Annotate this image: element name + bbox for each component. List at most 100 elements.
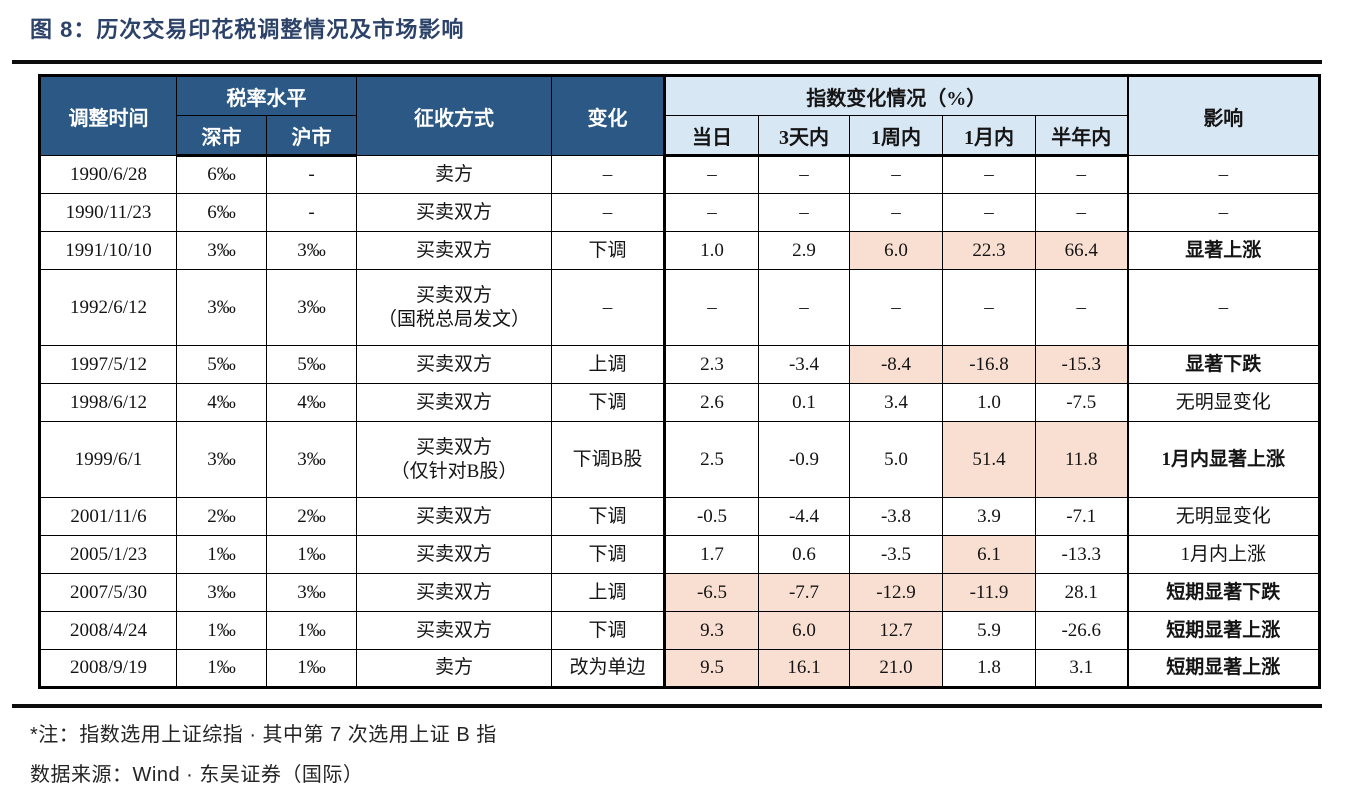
cell-index-change: -8.4 xyxy=(849,345,943,384)
table-row: 1998/6/12 4‰ 4‰ 买卖双方 下调 2.6 0.1 3.4 1.0 -7.5 无明显变化 xyxy=(39,383,1321,422)
table-row: 2007/5/30 3‰ 3‰ 买卖双方 上调 -6.5 -7.7 -12.9 -11.9 28.… xyxy=(39,573,1321,612)
col-header-three-days: 3天内 xyxy=(758,115,850,157)
cell-index-change: 1.0 xyxy=(663,231,759,270)
cell-change: 改为单边 xyxy=(551,649,665,688)
cell-index-change: – xyxy=(942,155,1036,194)
cell-index-change: – xyxy=(942,193,1036,232)
cell-shanghai-rate: 3‰ xyxy=(266,573,357,612)
cell-index-change: 5.0 xyxy=(849,421,943,498)
cell-index-change: 1.0 xyxy=(942,383,1036,422)
col-header-tax-rate-group: 税率水平 xyxy=(176,75,357,116)
cell-impact: – xyxy=(1126,193,1321,232)
cell-date: 2008/9/19 xyxy=(39,649,177,688)
cell-index-change: -4.4 xyxy=(758,497,850,536)
cell-shanghai-rate: 3‰ xyxy=(266,421,357,498)
cell-change: 下调 xyxy=(551,497,665,536)
cell-index-change: – xyxy=(849,269,943,346)
cell-index-change: 5.9 xyxy=(942,611,1036,650)
col-header-change: 变化 xyxy=(551,75,665,156)
cell-shanghai-rate: 1‰ xyxy=(266,535,357,574)
cell-method: 卖方 xyxy=(356,649,552,688)
cell-index-change: – xyxy=(849,193,943,232)
cell-impact: – xyxy=(1126,269,1321,346)
cell-impact: 1月内显著上涨 xyxy=(1126,421,1321,498)
col-header-half-year: 半年内 xyxy=(1034,115,1129,157)
cell-change: 下调 xyxy=(551,611,665,650)
table-row: 1999/6/1 3‰ 3‰ 买卖双方 （仅针对B股） 下调B股 2.5 -0.9 5.0 51… xyxy=(39,421,1321,498)
cell-index-change: 1.7 xyxy=(663,535,759,574)
col-header-index-change-group: 指数变化情况（%） xyxy=(662,75,1129,116)
cell-shenzhen-rate: 1‰ xyxy=(176,611,267,650)
cell-index-change: -3.5 xyxy=(849,535,943,574)
cell-shenzhen-rate: 3‰ xyxy=(176,573,267,612)
cell-index-change: – xyxy=(942,269,1036,346)
cell-change: 上调 xyxy=(551,573,665,612)
cell-index-change: 9.5 xyxy=(663,649,759,688)
cell-impact: – xyxy=(1126,155,1321,194)
cell-index-change: 9.3 xyxy=(663,611,759,650)
cell-index-change: -0.9 xyxy=(758,421,850,498)
cell-impact: 无明显变化 xyxy=(1126,497,1321,536)
cell-date: 1990/11/23 xyxy=(39,193,177,232)
table-row: 2008/4/24 1‰ 1‰ 买卖双方 下调 9.3 6.0 12.7 5.9 -26.6 短期显… xyxy=(39,611,1321,650)
cell-index-change: – xyxy=(758,193,850,232)
cell-shanghai-rate: 5‰ xyxy=(266,345,357,384)
cell-shanghai-rate: 1‰ xyxy=(266,611,357,650)
cell-index-change: 0.1 xyxy=(758,383,850,422)
cell-shanghai-rate: 4‰ xyxy=(266,383,357,422)
cell-index-change: 3.9 xyxy=(942,497,1036,536)
cell-method: 买卖双方 xyxy=(356,535,552,574)
cell-date: 2001/11/6 xyxy=(39,497,177,536)
cell-index-change: – xyxy=(849,155,943,194)
cell-method: 买卖双方 xyxy=(356,497,552,536)
cell-shanghai-rate: 1‰ xyxy=(266,649,357,688)
cell-index-change: – xyxy=(663,155,759,194)
cell-index-change: 11.8 xyxy=(1034,421,1129,498)
cell-shanghai-rate: - xyxy=(266,193,357,232)
col-header-shanghai: 沪市 xyxy=(266,115,357,157)
cell-index-change: – xyxy=(758,269,850,346)
cell-shanghai-rate: - xyxy=(266,155,357,194)
cell-index-change: -3.4 xyxy=(758,345,850,384)
cell-index-change: – xyxy=(1034,193,1129,232)
cell-impact: 短期显著下跌 xyxy=(1126,573,1321,612)
cell-index-change: 2.3 xyxy=(663,345,759,384)
col-header-adjust-time: 调整时间 xyxy=(39,75,177,156)
cell-method: 买卖双方 xyxy=(356,193,552,232)
cell-index-change: 6.0 xyxy=(758,611,850,650)
cell-impact: 短期显著上涨 xyxy=(1126,611,1321,650)
cell-change: – xyxy=(551,155,665,194)
cell-date: 2005/1/23 xyxy=(39,535,177,574)
cell-change: 下调 xyxy=(551,383,665,422)
cell-impact: 短期显著上涨 xyxy=(1126,649,1321,688)
cell-index-change: 2.9 xyxy=(758,231,850,270)
cell-index-change: – xyxy=(663,269,759,346)
cell-method: 买卖双方 （仅针对B股） xyxy=(356,421,552,498)
figure-title: 图 8：历次交易印花税调整情况及市场影响 xyxy=(30,17,465,42)
cell-index-change: 0.6 xyxy=(758,535,850,574)
cell-shenzhen-rate: 6‰ xyxy=(176,193,267,232)
cell-index-change: -6.5 xyxy=(663,573,759,612)
cell-index-change: 51.4 xyxy=(942,421,1036,498)
cell-index-change: 3.4 xyxy=(849,383,943,422)
cell-method: 买卖双方 （国税总局发文） xyxy=(356,269,552,346)
cell-shenzhen-rate: 3‰ xyxy=(176,421,267,498)
table-row: 1991/10/10 3‰ 3‰ 买卖双方 下调 1.0 2.9 6.0 22.3 66.4 显著上… xyxy=(39,231,1321,270)
cell-change: 下调B股 xyxy=(551,421,665,498)
cell-index-change: -16.8 xyxy=(942,345,1036,384)
cell-date: 1998/6/12 xyxy=(39,383,177,422)
cell-date: 1997/5/12 xyxy=(39,345,177,384)
cell-change: 下调 xyxy=(551,535,665,574)
cell-date: 1992/6/12 xyxy=(39,269,177,346)
cell-impact: 显著上涨 xyxy=(1126,231,1321,270)
col-header-collection-method: 征收方式 xyxy=(356,75,552,156)
cell-index-change: 16.1 xyxy=(758,649,850,688)
cell-impact: 显著下跌 xyxy=(1126,345,1321,384)
table-body: 1990/6/28 6‰ - 卖方 – – – – – – –1990/11/23 6‰ - 买卖双方 – –… xyxy=(39,155,1321,688)
cell-method: 买卖双方 xyxy=(356,611,552,650)
col-header-one-week: 1周内 xyxy=(849,115,943,157)
cell-index-change: 1.8 xyxy=(942,649,1036,688)
cell-change: – xyxy=(551,193,665,232)
cell-date: 1991/10/10 xyxy=(39,231,177,270)
